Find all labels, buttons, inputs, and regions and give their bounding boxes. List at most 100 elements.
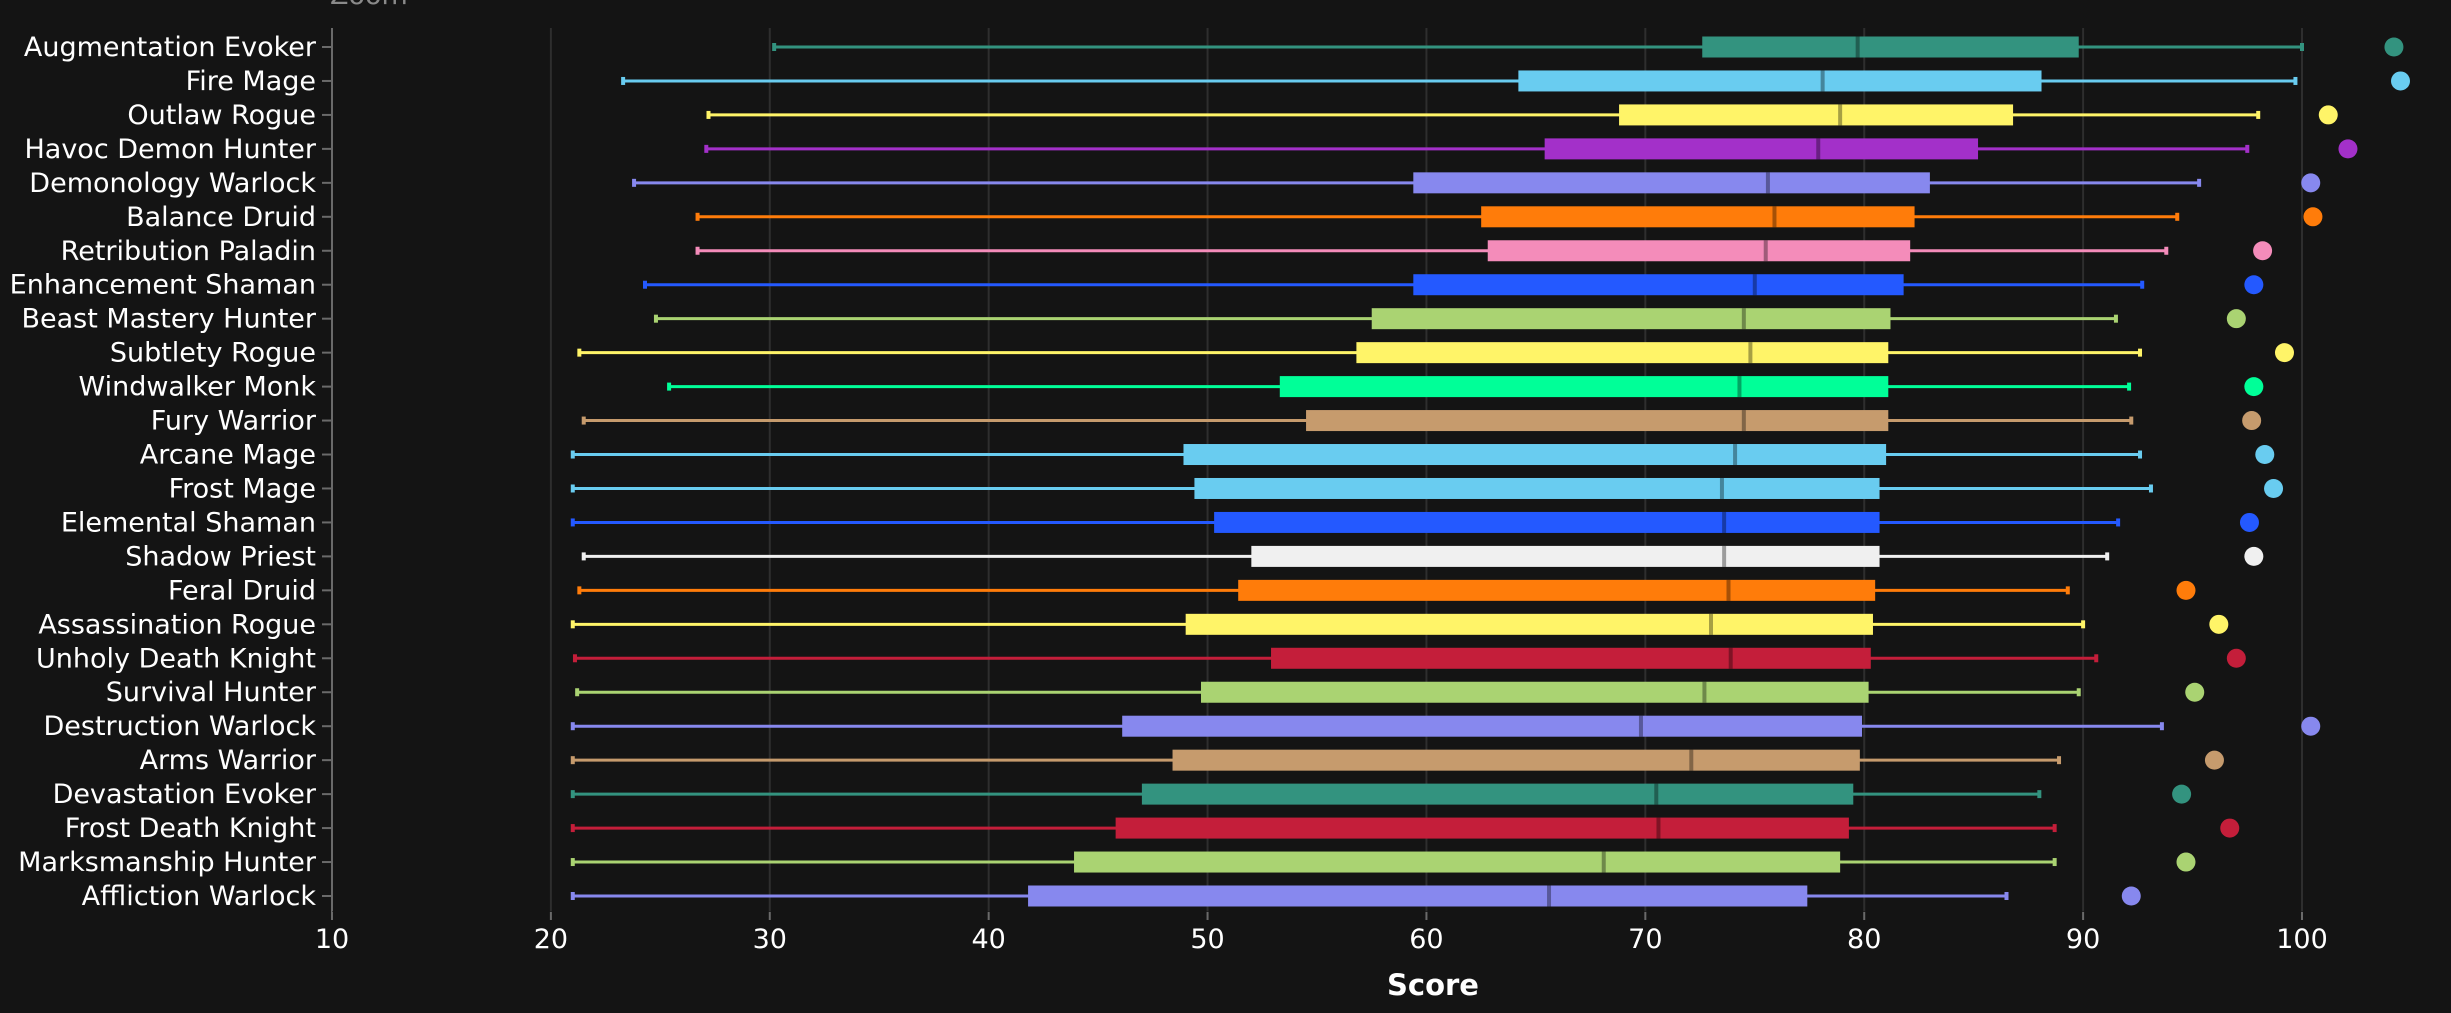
y-tick-label: Arms Warrior [140, 745, 317, 776]
y-tick-label: Devastation Evoker [53, 779, 317, 810]
outlier-point [2226, 309, 2246, 329]
series-box [570, 613, 2229, 635]
box-iqr [1619, 104, 2014, 126]
series-box [667, 376, 2264, 398]
outlier-point [2220, 818, 2240, 838]
series-box [695, 206, 2323, 228]
box-iqr [1200, 681, 1869, 703]
box-iqr [1194, 477, 1880, 499]
x-tick-label: 40 [971, 924, 1005, 955]
box-iqr [1356, 342, 1889, 364]
y-tick-label: Subtlety Rogue [110, 338, 316, 369]
series-box [772, 36, 2404, 58]
box-iqr [1141, 783, 1854, 805]
outlier-point [2384, 37, 2404, 57]
outlier-point [2274, 343, 2294, 363]
outlier-point [2239, 512, 2259, 532]
series-box [653, 308, 2246, 330]
x-tick-label: 70 [1628, 924, 1662, 955]
outlier-point [2244, 546, 2264, 566]
y-tick-label: Unholy Death Knight [36, 643, 316, 674]
y-tick-label: Beast Mastery Hunter [21, 304, 316, 335]
box-iqr [1481, 206, 1915, 228]
box-iqr [1251, 545, 1880, 567]
box-iqr [1487, 240, 1911, 262]
outlier-point [2301, 716, 2321, 736]
outlier-point [2176, 852, 2196, 872]
y-tick-label: Shadow Priest [125, 541, 316, 572]
y-tick-label: Havoc Demon Hunter [24, 134, 316, 165]
series-box [621, 70, 2410, 92]
outlier-point [2244, 275, 2264, 295]
y-tick-label: Fury Warrior [151, 406, 317, 437]
outlier-point [2391, 71, 2410, 91]
series-box [570, 511, 2259, 533]
series-box [575, 681, 2205, 703]
series-box [632, 172, 2321, 194]
x-tick-label: 10 [315, 924, 349, 955]
y-tick-label: Survival Hunter [106, 677, 317, 708]
box-iqr [1279, 376, 1889, 398]
outlier-point [2253, 241, 2273, 261]
box-iqr [1214, 511, 1880, 533]
box-iqr [1413, 274, 1904, 296]
series-box [572, 647, 2246, 669]
box-iqr [1518, 70, 2042, 92]
axes [331, 28, 2432, 913]
y-tick-label: Assassination Rogue [38, 609, 316, 640]
outlier-point [2172, 784, 2192, 804]
x-tick-label: 80 [1847, 924, 1881, 955]
outlier-point [2255, 445, 2275, 465]
series-box [570, 715, 2321, 737]
x-axis-ticks: 10 20 30 40 50 60 70 80 90 100 [315, 912, 2328, 955]
outlier-point [2185, 682, 2205, 702]
x-tick-label: 30 [753, 924, 787, 955]
x-tick-label: 100 [2276, 924, 2328, 955]
box-iqr [1183, 444, 1887, 466]
outlier-point [2303, 207, 2323, 227]
y-tick-label: Marksmanship Hunter [18, 847, 317, 878]
series-box [695, 240, 2273, 262]
y-tick-label: Destruction Warlock [43, 711, 316, 742]
series-box [570, 444, 2275, 466]
y-tick-label: Frost Mage [169, 473, 316, 504]
outlier-point [2204, 750, 2224, 770]
y-tick-label: Affliction Warlock [82, 881, 317, 912]
x-tick-label: 90 [2066, 924, 2100, 955]
outlier-point [2318, 105, 2338, 125]
x-tick-label: 50 [1190, 924, 1224, 955]
series-box [581, 410, 2262, 432]
series-box [570, 783, 2192, 805]
box-iqr [1238, 579, 1876, 601]
x-tick-label: 60 [1409, 924, 1443, 955]
series-box [570, 851, 2196, 873]
outlier-point [2226, 648, 2246, 668]
box-iqr [1185, 613, 1873, 635]
outlier-point [2242, 411, 2262, 431]
box-iqr [1074, 851, 1841, 873]
box-iqr [1413, 172, 1930, 194]
y-tick-label: Outlaw Rogue [127, 100, 316, 131]
box-iqr [1702, 36, 2079, 58]
series-box [577, 579, 2196, 601]
y-tick-label: Demonology Warlock [29, 168, 316, 199]
x-axis-title: Score [1387, 968, 1479, 1002]
y-tick-label: Arcane Mage [140, 440, 316, 471]
box-iqr [1544, 138, 1979, 160]
y-tick-label: Elemental Shaman [61, 507, 316, 538]
box-iqr [1172, 749, 1860, 771]
series-box [570, 885, 2141, 907]
series-box [704, 138, 2358, 160]
box-iqr [1271, 647, 1871, 669]
series-box [577, 342, 2294, 364]
outlier-point [2338, 139, 2358, 159]
series-box [570, 749, 2224, 771]
outlier-point [2176, 580, 2196, 600]
y-tick-label: Windwalker Monk [78, 372, 316, 403]
zoom-label[interactable]: Zoom [330, 0, 408, 11]
box-iqr [1306, 410, 1889, 432]
y-tick-label: Augmentation Evoker [24, 32, 317, 63]
outlier-point [2209, 614, 2229, 634]
y-tick-label: Retribution Paladin [61, 236, 316, 267]
